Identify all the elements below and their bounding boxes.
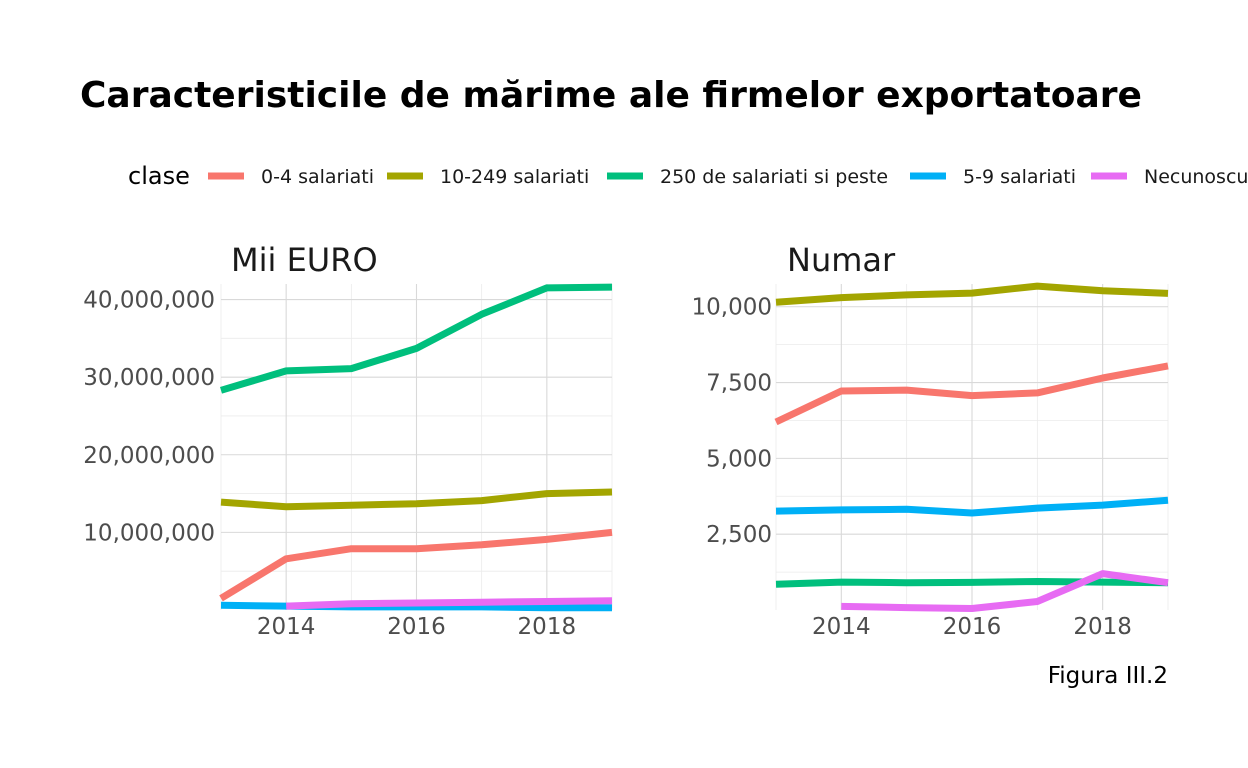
legend-label-0: 0-4 salariati — [261, 166, 374, 188]
series-line-0-4-salariati — [219, 528, 613, 602]
chart-title: Caracteristicile de mărime ale firmelor … — [80, 75, 1142, 116]
series-line-necunoscut — [286, 597, 613, 610]
series-line-250-de-salariati-si-peste — [775, 578, 1169, 588]
legend-label-4: Necunoscut — [1144, 166, 1248, 188]
series-line-0-4-salariati — [774, 362, 1169, 426]
series-line-10-249-salariati — [775, 282, 1169, 306]
x-tick-label: 2018 — [518, 614, 577, 640]
legend-label-3: 5-9 salariati — [963, 166, 1076, 188]
y-tick-label: 7,500 — [706, 371, 772, 397]
y-tick-label: 10,000 — [692, 295, 772, 321]
series-line-250-de-salariati-si-peste — [220, 283, 613, 394]
x-tick-label: 2016 — [943, 614, 1002, 640]
legend: clase 0-4 salariati 10-249 salariati 250 d… — [128, 162, 1248, 190]
series-line-10-249-salariati — [220, 488, 613, 511]
y-tick-label: 40,000,000 — [83, 288, 215, 314]
x-tick-label: 2018 — [1073, 614, 1132, 640]
x-tick-label: 2016 — [387, 614, 446, 640]
y-tick-label: 2,500 — [706, 522, 772, 548]
panel-mii-euro: 10,000,000 20,000,000 30,000,000 40,000,000… — [83, 241, 613, 640]
x-tick-label: 2014 — [812, 614, 871, 640]
y-tick-label: 20,000,000 — [83, 443, 215, 469]
y-tick-label: 10,000,000 — [83, 520, 215, 546]
legend-title: clase — [128, 162, 190, 190]
panel-title: Mii EURO — [231, 241, 378, 279]
series-line-5-9-salariati — [775, 496, 1169, 517]
series-line-necunoscut — [841, 570, 1169, 612]
y-tick-label: 5,000 — [706, 446, 772, 472]
panel-title: Numar — [787, 241, 896, 279]
legend-label-1: 10-249 salariati — [440, 166, 589, 188]
panel-numar: 2,500 5,000 7,500 10,000 2014 2016 2018 Numar — [692, 241, 1169, 640]
x-tick-label: 2014 — [257, 614, 316, 640]
y-tick-label: 30,000,000 — [83, 365, 215, 391]
figure-caption: Figura III.2 — [1048, 663, 1168, 689]
legend-label-2: 250 de salariati si peste — [660, 166, 888, 188]
